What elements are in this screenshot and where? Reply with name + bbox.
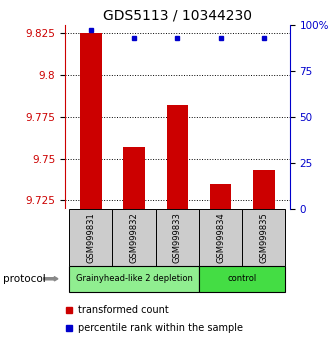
Text: GSM999835: GSM999835 [259,212,268,263]
Bar [123,147,145,209]
Text: control: control [227,274,257,283]
Bar [113,209,156,266]
Text: transformed count: transformed count [79,305,169,315]
Text: GSM999832: GSM999832 [130,212,139,263]
Bar [166,105,188,209]
Bar [156,209,199,266]
Bar [210,184,231,209]
Bar [69,266,199,292]
Text: GSM999831: GSM999831 [86,212,95,263]
Bar [199,266,285,292]
Bar [199,209,242,266]
Bar [242,209,285,266]
FancyArrow shape [43,277,58,281]
Text: GSM999833: GSM999833 [173,212,182,263]
Text: protocol: protocol [3,274,46,284]
Bar [80,33,102,209]
Text: GSM999834: GSM999834 [216,212,225,263]
Title: GDS5113 / 10344230: GDS5113 / 10344230 [103,8,252,22]
Text: Grainyhead-like 2 depletion: Grainyhead-like 2 depletion [76,274,192,283]
Bar [253,170,275,209]
Text: percentile rank within the sample: percentile rank within the sample [79,322,243,332]
Bar [69,209,113,266]
